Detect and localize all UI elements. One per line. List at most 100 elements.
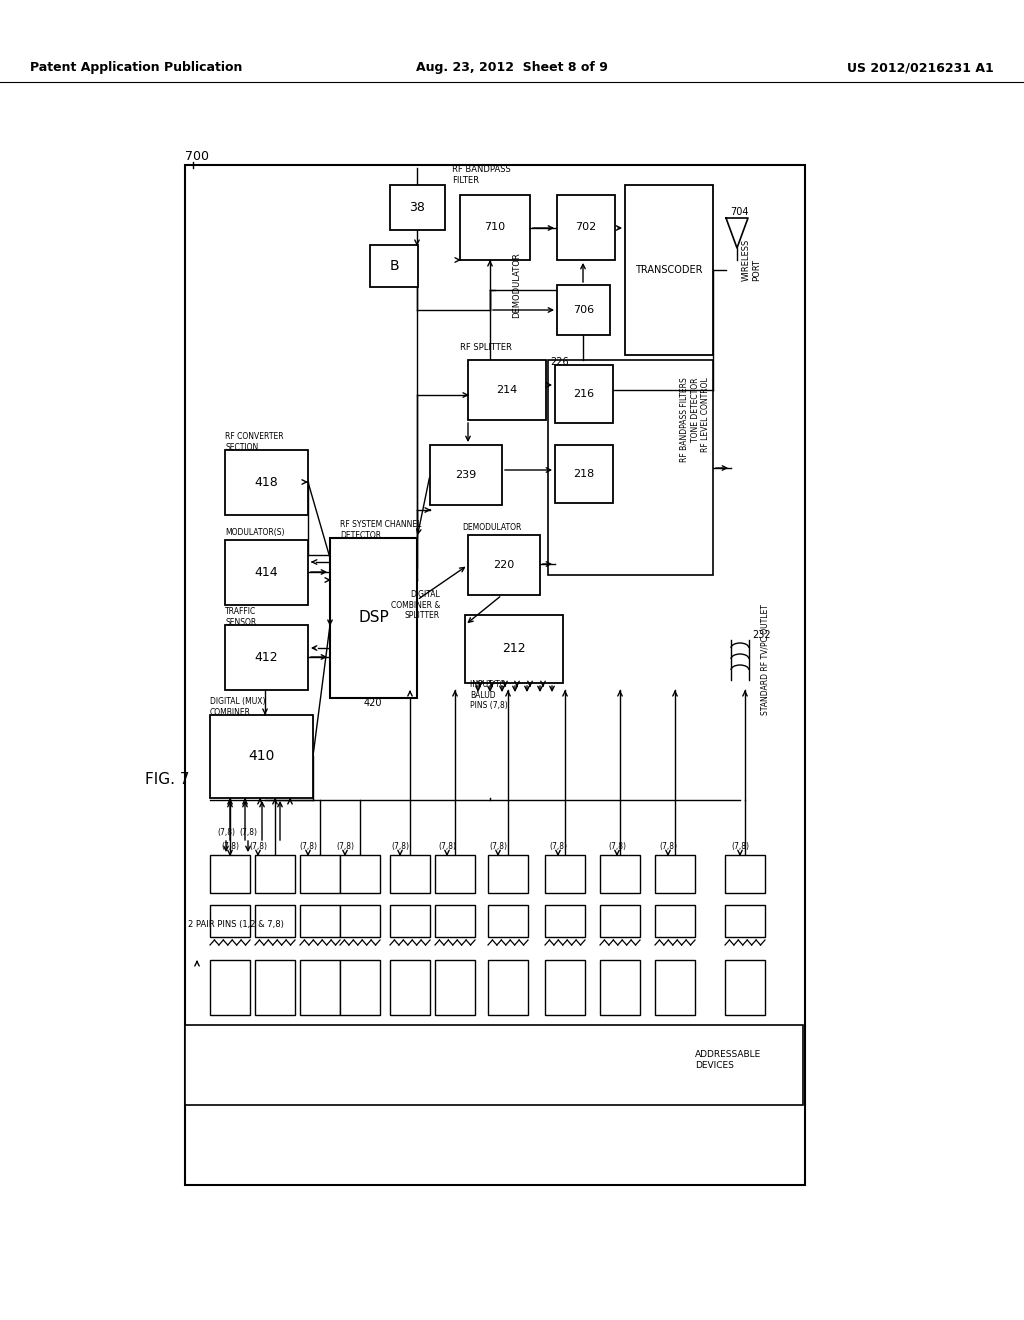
Bar [430,445,502,506]
Bar [488,960,528,1015]
Bar [625,185,713,355]
Text: RF BANDPASS FILTERS
TONE DETECTOR
RF LEVEL CONTROL: RF BANDPASS FILTERS TONE DETECTOR RF LEV… [680,378,710,462]
Bar [185,1026,803,1105]
Text: TRANSCODER: TRANSCODER [635,265,702,275]
Text: TRAFFIC
SENSOR: TRAFFIC SENSOR [225,607,256,627]
Text: 414: 414 [255,566,279,579]
Text: (7,8): (7,8) [391,842,409,851]
Text: MODULATOR(S): MODULATOR(S) [225,528,285,536]
Bar [390,906,430,937]
Text: (7,8): (7,8) [608,842,626,851]
Text: (7,8): (7,8) [549,842,567,851]
Bar [600,906,640,937]
Bar [390,185,445,230]
Text: RF BANDPASS
FILTER: RF BANDPASS FILTER [452,165,511,185]
Text: 212: 212 [502,643,525,656]
Text: 706: 706 [573,305,594,315]
Bar [460,195,530,260]
Text: 218: 218 [573,469,595,479]
Bar [300,855,340,894]
Text: 2 PAIR PINS (1,2 & 7,8): 2 PAIR PINS (1,2 & 7,8) [188,920,284,929]
Bar [210,906,250,937]
Bar [600,855,640,894]
Bar [185,165,805,1185]
Text: STANDARD RF TV/PC OUTLET: STANDARD RF TV/PC OUTLET [760,605,769,715]
Bar [725,906,765,937]
Bar [435,855,475,894]
Text: 220: 220 [494,560,515,570]
Bar [555,366,613,422]
Text: (7,8): (7,8) [438,842,456,851]
Bar [548,360,713,576]
Bar [465,615,563,682]
Bar [210,960,250,1015]
Bar [435,960,475,1015]
Bar [370,246,418,286]
Text: Patent Application Publication: Patent Application Publication [30,62,243,74]
Text: DIGITAL
COMBINER &
SPLITTER: DIGITAL COMBINER & SPLITTER [390,590,440,620]
Text: RF CONVERTER
SECTION: RF CONVERTER SECTION [225,433,284,451]
Bar [468,360,546,420]
Text: WIRELESS
PORT: WIRELESS PORT [742,239,762,281]
Bar [655,906,695,937]
Text: (7,8): (7,8) [336,842,354,851]
Text: 232: 232 [752,630,771,640]
Bar [255,960,295,1015]
Bar [390,855,430,894]
Bar [725,855,765,894]
Text: (7,8): (7,8) [239,828,257,837]
Bar [225,450,308,515]
Text: DEMODULATOR: DEMODULATOR [462,524,521,532]
Text: 239: 239 [456,470,476,480]
Bar [225,540,308,605]
Bar [468,535,540,595]
Text: (7,8): (7,8) [249,842,267,851]
Text: B: B [389,259,398,273]
Text: 412: 412 [255,651,279,664]
Text: (7,8): (7,8) [489,842,507,851]
Bar [330,539,417,698]
Text: (7,8): (7,8) [731,842,749,851]
Bar [210,855,250,894]
Bar [225,624,308,690]
Bar [255,906,295,937]
Text: 214: 214 [497,385,517,395]
Text: 226: 226 [550,356,568,367]
Text: US 2012/0216231 A1: US 2012/0216231 A1 [847,62,994,74]
Text: ADDRESSABLE
DEVICES: ADDRESSABLE DEVICES [695,1051,761,1069]
Bar [435,906,475,937]
Text: DIGITAL (MUX)
COMBINER: DIGITAL (MUX) COMBINER [210,697,265,717]
Text: RF SPLITTER: RF SPLITTER [460,343,512,352]
Bar [725,960,765,1015]
Polygon shape [726,218,748,248]
Bar [555,445,613,503]
Bar [340,855,380,894]
Text: 420: 420 [364,698,382,708]
Text: 702: 702 [575,223,597,232]
Bar [300,960,340,1015]
Text: INPUT TO
BALUD
PINS (7,8): INPUT TO BALUD PINS (7,8) [470,680,508,710]
Text: 700: 700 [185,150,209,164]
Bar [255,855,295,894]
Bar [390,960,430,1015]
Bar [655,960,695,1015]
Bar [655,855,695,894]
Bar [545,855,585,894]
Bar [488,906,528,937]
Bar [340,906,380,937]
Text: 704: 704 [730,207,749,216]
Text: RF SYSTEM CHANNEL
DETECTOR: RF SYSTEM CHANNEL DETECTOR [340,520,421,540]
Text: 216: 216 [573,389,595,399]
Bar [488,855,528,894]
Text: (7,8): (7,8) [299,842,317,851]
Bar [557,285,610,335]
Text: 38: 38 [410,201,425,214]
Text: (7,8): (7,8) [221,842,239,851]
Text: (7,8): (7,8) [659,842,677,851]
Bar [557,195,615,260]
Text: Aug. 23, 2012  Sheet 8 of 9: Aug. 23, 2012 Sheet 8 of 9 [416,62,608,74]
Bar [300,906,340,937]
Bar [340,960,380,1015]
Text: 410: 410 [248,750,274,763]
Bar [545,960,585,1015]
